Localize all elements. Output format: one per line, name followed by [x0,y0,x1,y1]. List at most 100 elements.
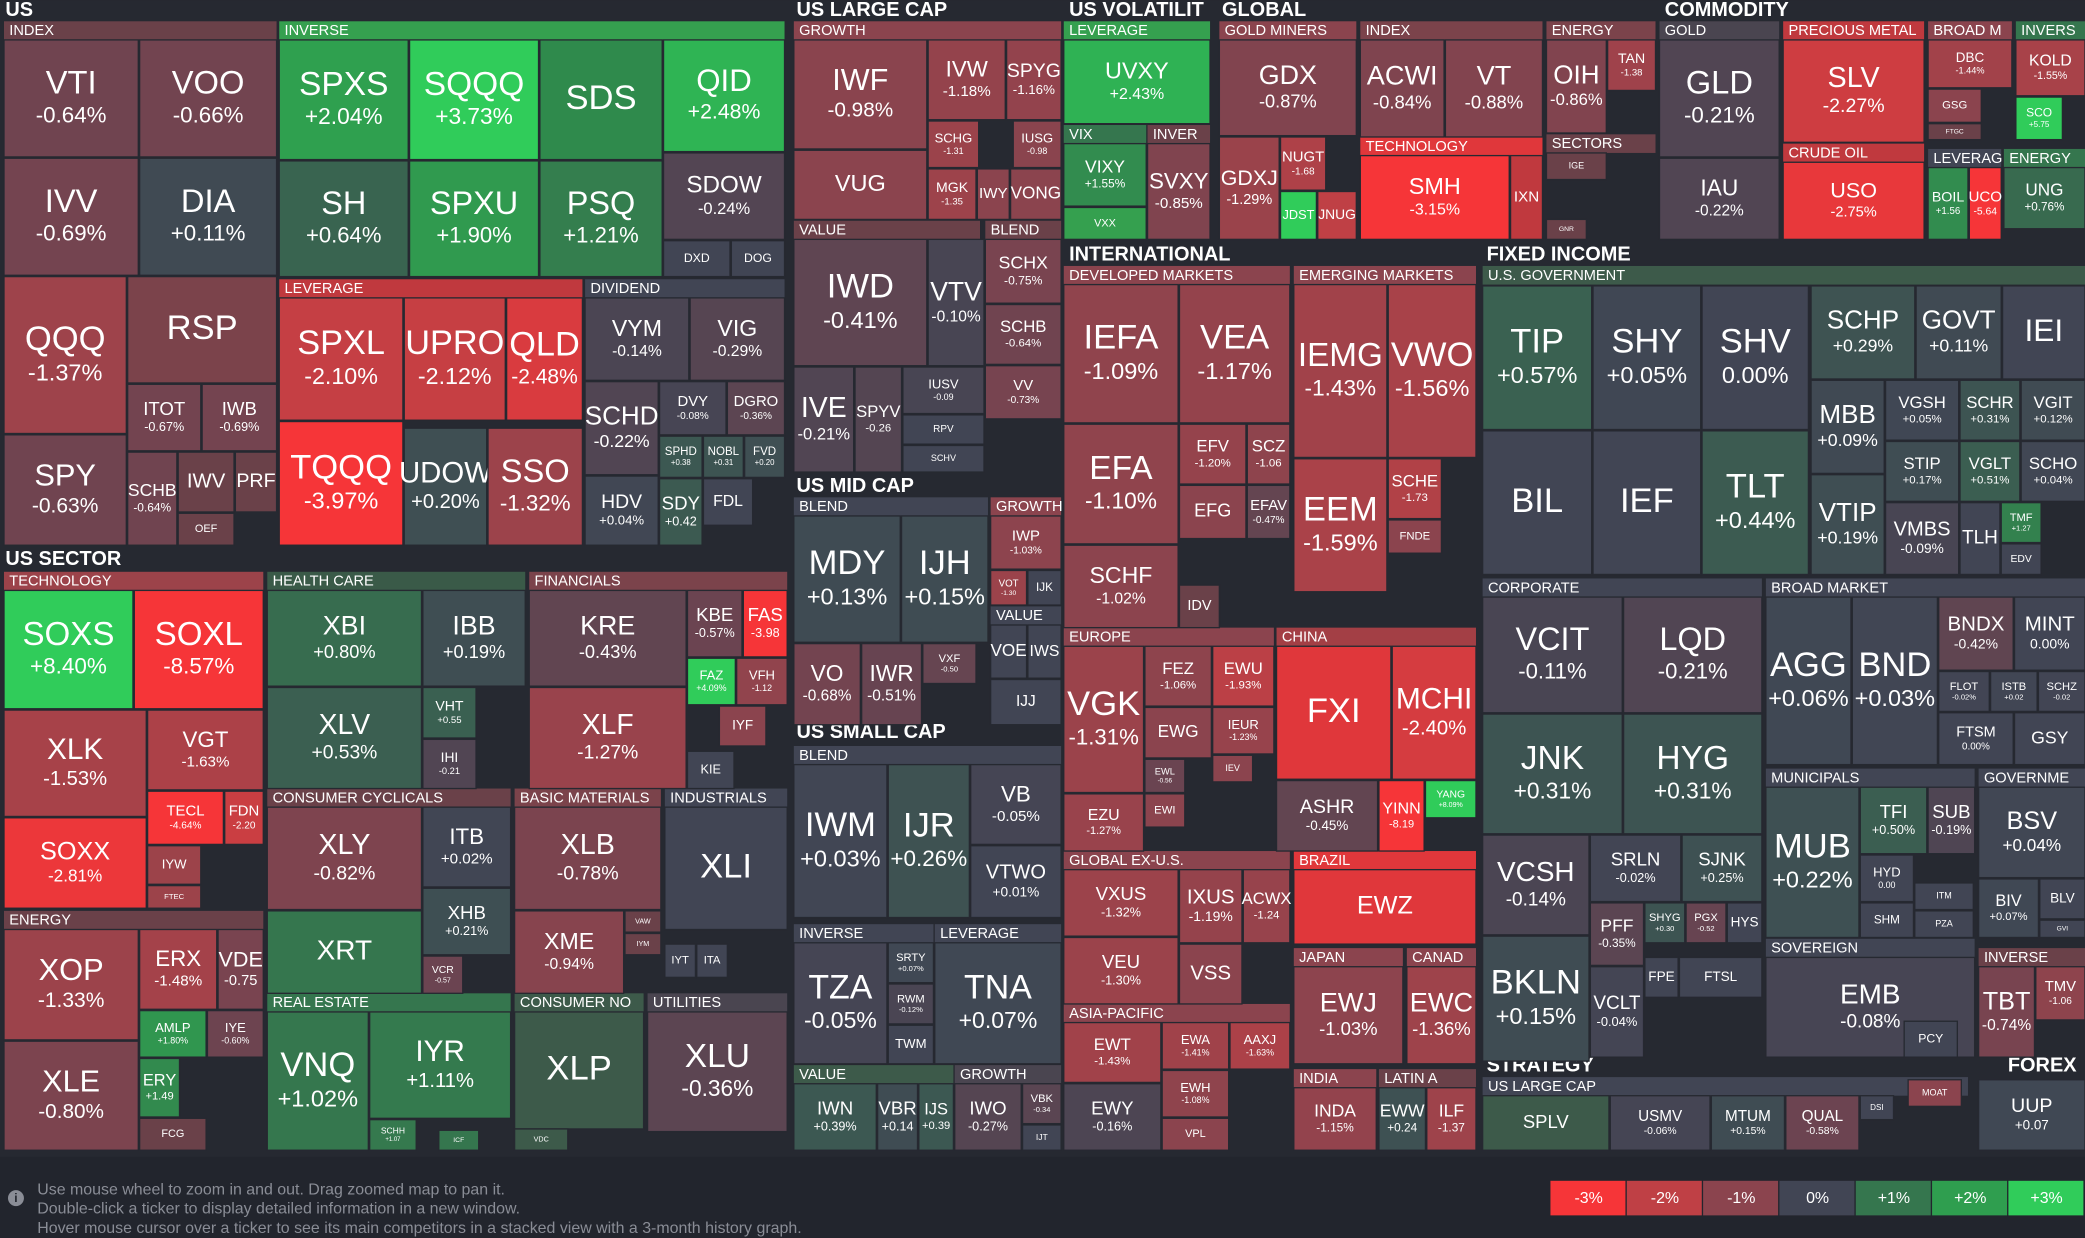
change[interactable]: -0.24% [698,200,751,218]
tile-background[interactable] [1884,501,1960,576]
change[interactable]: -0.64% [133,500,171,514]
tile-background[interactable] [1481,935,1590,1062]
ticker[interactable]: VEU [1102,951,1140,972]
tile-background[interactable] [989,624,1028,679]
ticker[interactable]: ILF [1439,1100,1465,1120]
change[interactable]: -0.75% [1004,273,1043,287]
ticker-tile[interactable]: VAW [624,910,662,933]
ticker[interactable]: EEM [1303,490,1378,528]
ticker-tile[interactable]: TLH [1959,501,2001,576]
change[interactable]: -1.31% [1069,724,1139,749]
ticker[interactable]: VCLT [1593,993,1641,1014]
change[interactable]: -0.94% [544,956,594,973]
ticker-tile[interactable]: SVXY -0.85% [1146,142,1211,241]
ticker[interactable]: PRF [236,470,275,492]
ticker-tile[interactable]: SCHE -1.73 [1387,458,1443,520]
tile-background[interactable] [2013,712,2085,766]
tile-background[interactable] [1609,1095,1711,1151]
change[interactable]: +0.80% [313,642,375,662]
ticker-tile[interactable]: DOG [730,240,786,278]
ticker-tile[interactable]: XLB-0.78% [513,806,662,911]
ticker-tile[interactable]: SCHV [902,444,985,473]
tile-background[interactable] [1589,966,1645,1058]
tile-background[interactable] [422,589,526,687]
change[interactable]: -1.63% [1246,1047,1274,1057]
ticker[interactable]: SSO [501,452,570,489]
ticker[interactable]: SLV [1828,62,1881,94]
ticker[interactable]: VBR [878,1097,916,1118]
tile-background[interactable] [624,932,662,956]
tile-background[interactable] [2003,166,2085,230]
change[interactable]: +0.07% [959,1007,1038,1033]
change[interactable]: +0.02 [2004,693,2023,702]
ticker-tile[interactable]: MUB+0.22% [1765,786,1860,939]
tile-background[interactable] [2015,39,2085,97]
ticker[interactable]: BNDX [1948,613,2005,636]
ticker[interactable]: EFV [1196,437,1229,456]
tile-background[interactable] [954,1083,1022,1151]
ticker-tile[interactable]: XHB+0.21% [422,887,512,956]
ticker-tile[interactable]: IJT [1021,1124,1062,1151]
tile-background[interactable] [1765,786,1860,939]
ticker[interactable]: BSV [2007,807,2058,835]
ticker-tile[interactable]: TECL-4.64% [146,790,225,846]
ticker-tile[interactable]: IWF-0.98% [793,39,928,150]
ticker-tile[interactable]: XLU-0.36% [646,1011,788,1133]
change[interactable]: -1.68 [1292,166,1315,177]
ticker[interactable]: RSP [167,309,238,347]
ticker[interactable]: AMLP [155,1020,190,1035]
ticker-tile[interactable]: BIL [1481,430,1593,576]
ticker-tile[interactable]: MGK-1.35 [927,168,977,221]
ticker[interactable]: OIH [1553,59,1599,89]
tile-background[interactable] [1378,1087,1427,1151]
tile-background[interactable] [1212,645,1275,707]
ticker[interactable]: XLV [319,709,371,741]
change[interactable]: +2.04% [305,103,383,129]
ticker[interactable]: SCHB [1000,317,1047,336]
ticker-tile[interactable]: VDC [513,1128,569,1151]
ticker-tile[interactable]: GNR [1545,218,1588,241]
tile-background[interactable] [1927,88,1982,124]
ticker-tile[interactable]: VOT-1.30 [989,569,1028,606]
ticker[interactable]: SCHZ [2047,681,2078,693]
change[interactable]: -1.63% [181,753,229,770]
tile-background[interactable] [1959,501,2001,576]
ticker-tile[interactable]: VCSH-0.14% [1481,834,1590,936]
ticker-tile[interactable]: ACWI-0.84% [1359,39,1445,138]
ticker-tile[interactable]: SUB-0.19% [1927,786,1976,855]
ticker-tile[interactable]: BND+0.03% [1851,596,1939,766]
ticker-tile[interactable]: QUAL-0.58% [1785,1095,1860,1151]
tile-background[interactable] [793,366,855,473]
change[interactable]: -1.08% [1181,1095,1209,1105]
change[interactable]: -1.10% [1085,487,1157,513]
tile-background[interactable] [1915,285,2002,380]
ticker-tile[interactable]: TNA+0.07% [934,942,1062,1065]
ticker[interactable]: HYG [1656,740,1729,777]
ticker[interactable]: SCHO [2029,454,2077,473]
change[interactable]: -0.10% [931,308,980,325]
tile-background[interactable] [1545,39,1607,134]
tile-background[interactable] [528,686,687,790]
tile-background[interactable] [1658,157,1780,241]
tile-background[interactable] [1063,1021,1162,1084]
ticker-tile[interactable]: SJNK+0.25% [1681,834,1763,903]
change[interactable]: -0.09 [933,392,953,402]
ticker-tile[interactable]: IYW [146,845,202,885]
ticker-tile[interactable]: SPYV -0.26 [854,366,903,473]
tile-background[interactable] [3,817,147,909]
ticker-tile[interactable]: JDST [1279,190,1318,241]
ticker[interactable]: UVXY [1105,57,1169,83]
change[interactable]: -0.27% [968,1120,1008,1134]
ticker[interactable]: FTSM [1956,725,1995,741]
ticker[interactable]: QQQ [25,320,106,358]
ticker[interactable]: ITM [1936,891,1952,901]
tile-background[interactable] [1387,519,1443,554]
tile-background[interactable] [658,380,727,436]
ticker[interactable]: PSQ [567,185,636,221]
ticker-tile[interactable]: ITOT-0.67% [126,383,202,452]
ticker-tile[interactable]: IXN [1509,154,1544,241]
ticker-tile[interactable]: EDV [2000,543,2042,576]
tile-background[interactable] [1063,645,1145,794]
ticker-tile[interactable]: VOE [989,624,1028,679]
ticker-tile[interactable]: OIH-0.86% [1545,39,1607,134]
